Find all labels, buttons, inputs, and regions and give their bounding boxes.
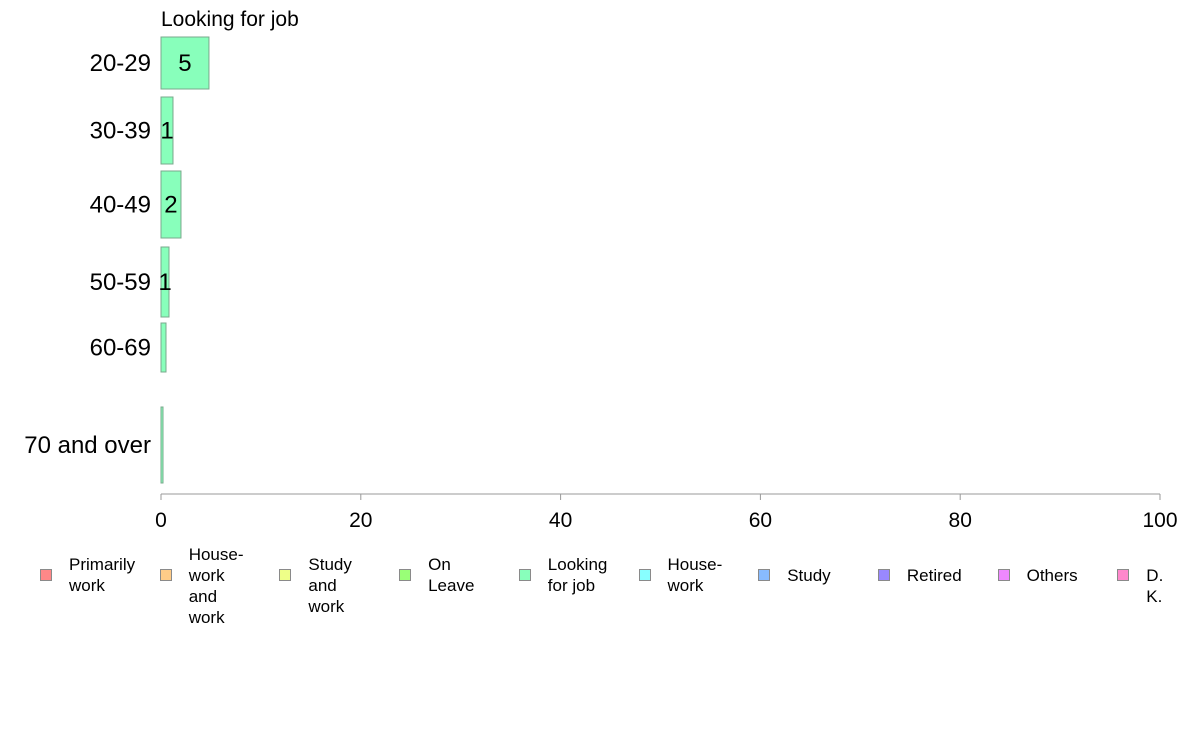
x-axis: 0 20 40 60 80 100 — [155, 493, 1178, 532]
legend-label: House- work and work — [188, 545, 244, 627]
legend: Primarily work House- work and work Study … — [0, 542, 1188, 627]
x-tick-label: 80 — [949, 509, 972, 532]
x-tick-label: 20 — [349, 509, 372, 532]
legend-label: Study — [787, 566, 831, 585]
bar-70-and-over — [160, 406, 164, 484]
bar-50-59 — [160, 246, 170, 318]
data-label: 1 — [158, 269, 171, 296]
legend-label: Looking for job — [547, 555, 608, 595]
x-tick-label: 40 — [549, 509, 572, 532]
bar-20-29 — [160, 36, 210, 90]
category-label: 50-59 — [90, 269, 151, 296]
legend-swatch — [997, 569, 1010, 581]
category-label: 20-29 — [90, 50, 151, 77]
category-label: 30-39 — [90, 118, 151, 145]
category-label: 40-49 — [90, 192, 151, 219]
legend-swatch — [40, 569, 52, 581]
legend-label: Retired — [906, 566, 962, 585]
x-tick-label: 0 — [155, 509, 167, 532]
legend-swatch — [1117, 569, 1130, 581]
x-tick-label: 100 — [1142, 509, 1177, 532]
bars-layer: 20-29 5 30-39 1 40-49 2 50-59 1 60-69 70 and over — [24, 36, 210, 484]
legend-label: House- work — [667, 555, 723, 595]
legend-swatch — [399, 569, 412, 581]
bar-30-39 — [160, 96, 174, 165]
legend-swatch — [159, 569, 172, 581]
bar-chart: Looking for job 20-29 5 30-39 1 40-49 2 50-59 1… — [24, 8, 1178, 532]
legend-swatch — [877, 569, 890, 581]
legend-label: On Leave — [428, 555, 475, 595]
legend-swatch — [279, 569, 292, 581]
data-label: 1 — [160, 118, 173, 145]
chart-title: Looking for job — [161, 8, 299, 31]
legend-label: Primarily work — [69, 555, 136, 595]
legend-swatch — [518, 569, 531, 581]
bar-40-49 — [160, 170, 182, 239]
legend-label: D. K. — [1146, 566, 1164, 606]
x-tick-label: 60 — [749, 509, 772, 532]
data-label: 5 — [178, 50, 191, 77]
category-label: 70 and over — [24, 432, 151, 459]
legend-swatch — [638, 569, 651, 581]
legend-label: Others — [1026, 566, 1078, 585]
bar-60-69 — [160, 322, 167, 373]
legend-swatch — [758, 569, 771, 581]
legend-label: Study and work — [308, 555, 352, 616]
category-label: 60-69 — [90, 335, 151, 362]
data-label: 2 — [164, 192, 177, 219]
